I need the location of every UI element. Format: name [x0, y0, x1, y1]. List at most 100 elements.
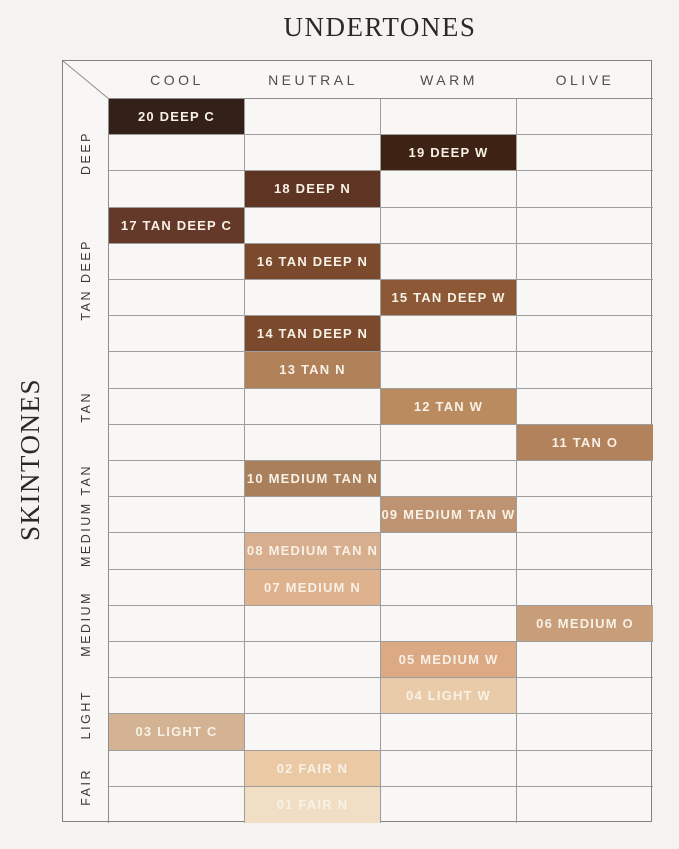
shade-swatch: 10 MEDIUM TAN N [245, 461, 380, 497]
shade-swatch: 01 FAIR N [245, 786, 380, 823]
shade-cell-05-medium-w: 05 MEDIUM W [381, 642, 517, 679]
empty-cell [245, 99, 381, 136]
shade-label: 12 TAN W [413, 398, 484, 414]
shade-label: 07 MEDIUM N [264, 579, 361, 595]
column-header-cool: COOL [150, 72, 204, 88]
empty-cell [381, 171, 517, 208]
row-group-label-text: DEEP [79, 131, 93, 176]
column-header-olive: OLIVE [555, 72, 615, 88]
empty-cell [517, 678, 653, 715]
shade-cell-20-deep-c: 20 DEEP C [109, 99, 245, 136]
empty-cell [381, 99, 517, 136]
empty-cell [109, 569, 245, 606]
empty-cell [109, 352, 245, 389]
shade-cell-17-tan-deep-c: 17 TAN DEEP C [109, 207, 245, 244]
empty-cell [245, 135, 381, 172]
empty-cell [381, 316, 517, 353]
empty-cell [109, 388, 245, 425]
shade-label: 03 LIGHT C [135, 724, 218, 740]
shade-cell-13-tan-n: 13 TAN N [245, 352, 381, 389]
empty-cell [517, 99, 653, 136]
row-group-label-light: LIGHT [63, 678, 109, 750]
empty-cell [109, 642, 245, 679]
empty-cell [517, 244, 653, 280]
empty-cell [381, 243, 517, 280]
row-group-label-text: MEDIUM TAN [79, 463, 93, 567]
empty-cell [109, 786, 245, 823]
shade-label: 14 TAN DEEP N [256, 326, 369, 342]
empty-cell [109, 533, 245, 570]
row-group-label-fair: FAIR [63, 751, 109, 823]
shade-cell-08-medium-tan-n: 08 MEDIUM TAN N [245, 533, 381, 570]
empty-cell [245, 497, 381, 534]
shade-cell-02-fair-n: 02 FAIR N [245, 750, 381, 787]
empty-cell [245, 678, 381, 715]
shade-cell-06-medium-o: 06 MEDIUM O [517, 605, 653, 642]
empty-cell [381, 352, 517, 389]
empty-cell [109, 605, 245, 642]
empty-cell [517, 352, 653, 389]
shade-cell-19-deep-w: 19 DEEP W [381, 135, 517, 172]
empty-cell [381, 207, 517, 244]
shade-swatch: 12 TAN W [381, 388, 516, 424]
shade-label: 15 TAN DEEP W [391, 290, 506, 306]
shade-swatch: 11 TAN O [517, 424, 653, 460]
shade-cell-15-tan-deep-w: 15 TAN DEEP W [381, 280, 517, 317]
empty-cell [517, 533, 653, 570]
empty-cell [517, 461, 653, 498]
skintones-axis: SKINTONES [0, 98, 60, 822]
empty-cell [381, 750, 517, 787]
shade-cell-07-medium-n: 07 MEDIUM N [245, 569, 381, 606]
shade-swatch: 09 MEDIUM TAN W [381, 497, 516, 533]
row-group-label-text: FAIR [79, 767, 93, 806]
row-group-label-tan-deep: TAN DEEP [63, 208, 109, 353]
row-group-column [63, 99, 109, 823]
row-group-label-text: MEDIUM [79, 591, 93, 657]
shade-label: 13 TAN N [279, 362, 346, 378]
skintones-label: SKINTONES [14, 378, 45, 542]
row-group-label-medium: MEDIUM [63, 570, 109, 679]
empty-cell [109, 280, 245, 317]
empty-cell [517, 171, 653, 208]
column-header-warm: WARM [420, 72, 478, 88]
empty-cell [381, 786, 517, 823]
shade-swatch: 05 MEDIUM W [381, 642, 516, 678]
shade-label: 17 TAN DEEP C [120, 217, 233, 233]
empty-cell [517, 280, 653, 317]
empty-cell [245, 642, 381, 679]
shade-label: 02 FAIR N [276, 760, 349, 776]
shade-label: 09 MEDIUM TAN W [381, 507, 516, 523]
row-group-label-text: TAN DEEP [79, 239, 93, 321]
shade-label: 05 MEDIUM W [398, 652, 499, 668]
empty-cell [109, 316, 245, 353]
empty-cell [245, 388, 381, 425]
shade-cell-03-light-c: 03 LIGHT C [109, 714, 245, 751]
shade-label: 10 MEDIUM TAN N [246, 471, 379, 487]
empty-cell [517, 316, 653, 353]
empty-cell [109, 461, 245, 498]
shade-label: 19 DEEP W [408, 145, 489, 161]
shade-swatch: 08 MEDIUM TAN N [245, 533, 380, 569]
shade-cell-11-tan-o: 11 TAN O [517, 424, 653, 461]
empty-cell [381, 461, 517, 498]
corner-diagonal-line [63, 61, 109, 99]
empty-cell [517, 497, 653, 534]
empty-cell [517, 751, 653, 787]
empty-cell [109, 135, 245, 172]
row-group-label-tan: TAN [63, 352, 109, 461]
shade-swatch: 06 MEDIUM O [517, 605, 653, 641]
row-group-label-deep: DEEP [63, 99, 109, 208]
shade-cell-09-medium-tan-w: 09 MEDIUM TAN W [381, 497, 517, 534]
empty-cell [517, 714, 653, 751]
shade-label: 18 DEEP N [273, 181, 352, 197]
shade-label: 08 MEDIUM TAN N [246, 543, 379, 559]
shade-grid: 20 DEEP C 19 DEEP W 18 DEEP N 17 TAN DEEP C… [109, 99, 653, 823]
shade-cell-16-tan-deep-n: 16 TAN DEEP N [245, 243, 381, 280]
shade-cell-14-tan-deep-n: 14 TAN DEEP N [245, 316, 381, 353]
empty-cell [381, 424, 517, 461]
empty-cell [109, 678, 245, 715]
empty-cell [245, 280, 381, 317]
shade-cell-04-light-w: 04 LIGHT W [381, 678, 517, 715]
shade-swatch: 19 DEEP W [381, 135, 516, 171]
shade-swatch: 17 TAN DEEP C [109, 207, 244, 243]
